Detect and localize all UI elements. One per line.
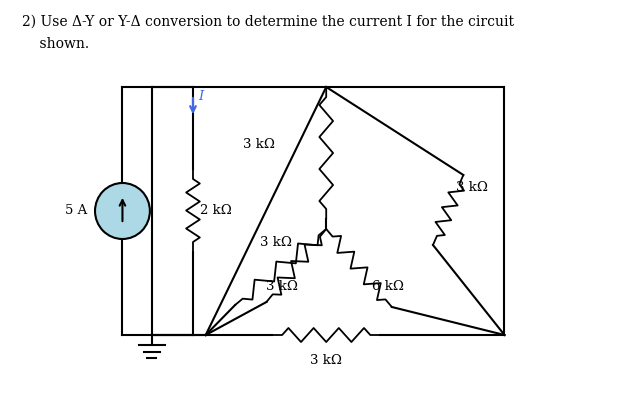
Text: 6 kΩ: 6 kΩ: [372, 281, 404, 294]
Text: 2) Use Δ-Y or Y-Δ conversion to determine the current I for the circuit: 2) Use Δ-Y or Y-Δ conversion to determin…: [22, 15, 513, 29]
Text: 3 kΩ: 3 kΩ: [310, 354, 342, 367]
Text: 2 kΩ: 2 kΩ: [200, 204, 232, 218]
Text: 3 kΩ: 3 kΩ: [456, 181, 488, 193]
Text: shown.: shown.: [22, 37, 89, 51]
Text: I: I: [198, 90, 203, 103]
Text: 5 A: 5 A: [65, 204, 87, 218]
Text: 3 kΩ: 3 kΩ: [260, 236, 291, 249]
Circle shape: [95, 183, 150, 239]
Text: 3 kΩ: 3 kΩ: [266, 281, 298, 294]
Text: 3 kΩ: 3 kΩ: [243, 138, 275, 151]
